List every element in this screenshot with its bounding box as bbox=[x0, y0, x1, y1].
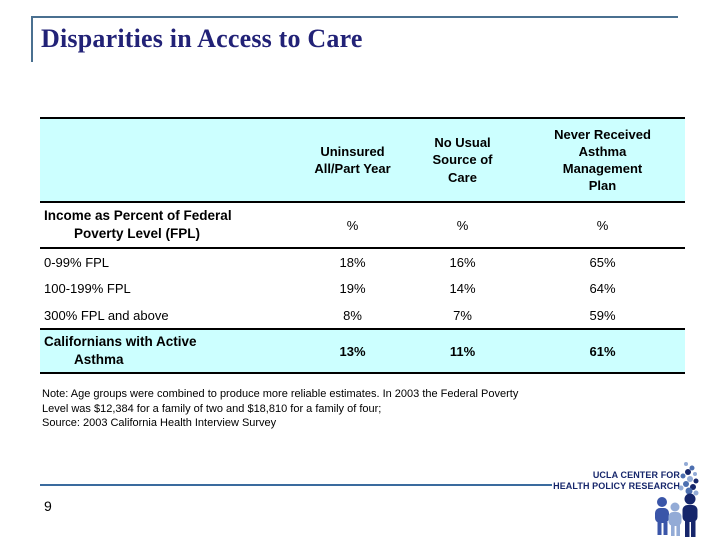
value-cell: 11% bbox=[449, 343, 476, 359]
income-fpl-row-label: Income as Percent of Federal Poverty Lev… bbox=[40, 202, 300, 248]
value-cell: 19% bbox=[339, 281, 366, 296]
table-subheader-row: Income as Percent of Federal Poverty Lev… bbox=[40, 202, 685, 248]
value-cell: 13% bbox=[339, 343, 366, 359]
row-label: 300% FPL and above bbox=[44, 307, 169, 323]
table-corner-cell bbox=[40, 118, 300, 202]
footnote-block: Note: Age groups were combined to produc… bbox=[42, 387, 587, 431]
footnote-line2: Level was $12,384 for a family of two an… bbox=[42, 402, 382, 415]
unit-cell: % bbox=[346, 217, 359, 233]
value-cell: 14% bbox=[449, 281, 476, 296]
table-column-header-row: Uninsured All/Part Year No Usual Source … bbox=[40, 118, 685, 202]
org-name-line1: UCLA CENTER FOR bbox=[592, 470, 680, 480]
title-left-rule bbox=[31, 16, 33, 62]
row-label: 0-99% FPL bbox=[44, 254, 110, 270]
col-header-never-received-plan: Never Received Asthma Management Plan bbox=[554, 126, 651, 194]
value-cell: 8% bbox=[343, 307, 362, 323]
ucla-people-logo-icon bbox=[655, 462, 699, 537]
value-cell: 16% bbox=[449, 254, 476, 270]
footer-rule bbox=[40, 484, 552, 486]
table-row-californians-active-asthma: Californians with Active Asthma 13% 11% … bbox=[40, 329, 685, 373]
slide-title: Disparities in Access to Care bbox=[41, 24, 363, 53]
summary-label-line2: Asthma bbox=[74, 352, 124, 367]
footnote-line1: Note: Age groups were combined to produc… bbox=[42, 388, 519, 400]
value-cell: 65% bbox=[589, 254, 616, 270]
footnote-line3: Source: 2003 California Health Interview… bbox=[42, 417, 277, 430]
title-top-rule bbox=[31, 16, 678, 18]
value-cell: 59% bbox=[589, 307, 616, 323]
value-cell: 64% bbox=[589, 281, 616, 296]
table-row-300-fpl-above: 300% FPL and above 8% 7% 59% bbox=[40, 302, 685, 329]
summary-label-line1: Californians with Active bbox=[44, 333, 197, 349]
col-header-no-usual-source: No Usual Source of Care bbox=[432, 135, 493, 185]
table-row-0-99-fpl: 0-99% FPL 18% 16% 65% bbox=[40, 248, 685, 275]
unit-cell: % bbox=[596, 217, 609, 233]
value-cell: 7% bbox=[453, 307, 472, 323]
org-name-line2: HEALTH POLICY RESEARCH bbox=[553, 480, 680, 491]
summary-row-label: Californians with Active Asthma bbox=[40, 329, 300, 373]
disparities-table: Uninsured All/Part Year No Usual Source … bbox=[40, 117, 685, 374]
value-cell: 18% bbox=[339, 254, 366, 270]
income-fpl-label-line1: Income as Percent of Federal bbox=[44, 207, 232, 223]
col-header-uninsured: Uninsured All/Part Year bbox=[314, 143, 391, 176]
row-label: 100-199% FPL bbox=[44, 281, 131, 296]
unit-cell: % bbox=[456, 217, 469, 233]
page-number: 9 bbox=[44, 498, 52, 514]
table-row-100-199-fpl: 100-199% FPL 19% 14% 64% bbox=[40, 275, 685, 302]
org-name-block: UCLA CENTER FOR HEALTH POLICY RESEARCH bbox=[480, 470, 680, 491]
value-cell: 61% bbox=[589, 343, 616, 359]
income-fpl-label-line2: Poverty Level (FPL) bbox=[74, 226, 201, 241]
